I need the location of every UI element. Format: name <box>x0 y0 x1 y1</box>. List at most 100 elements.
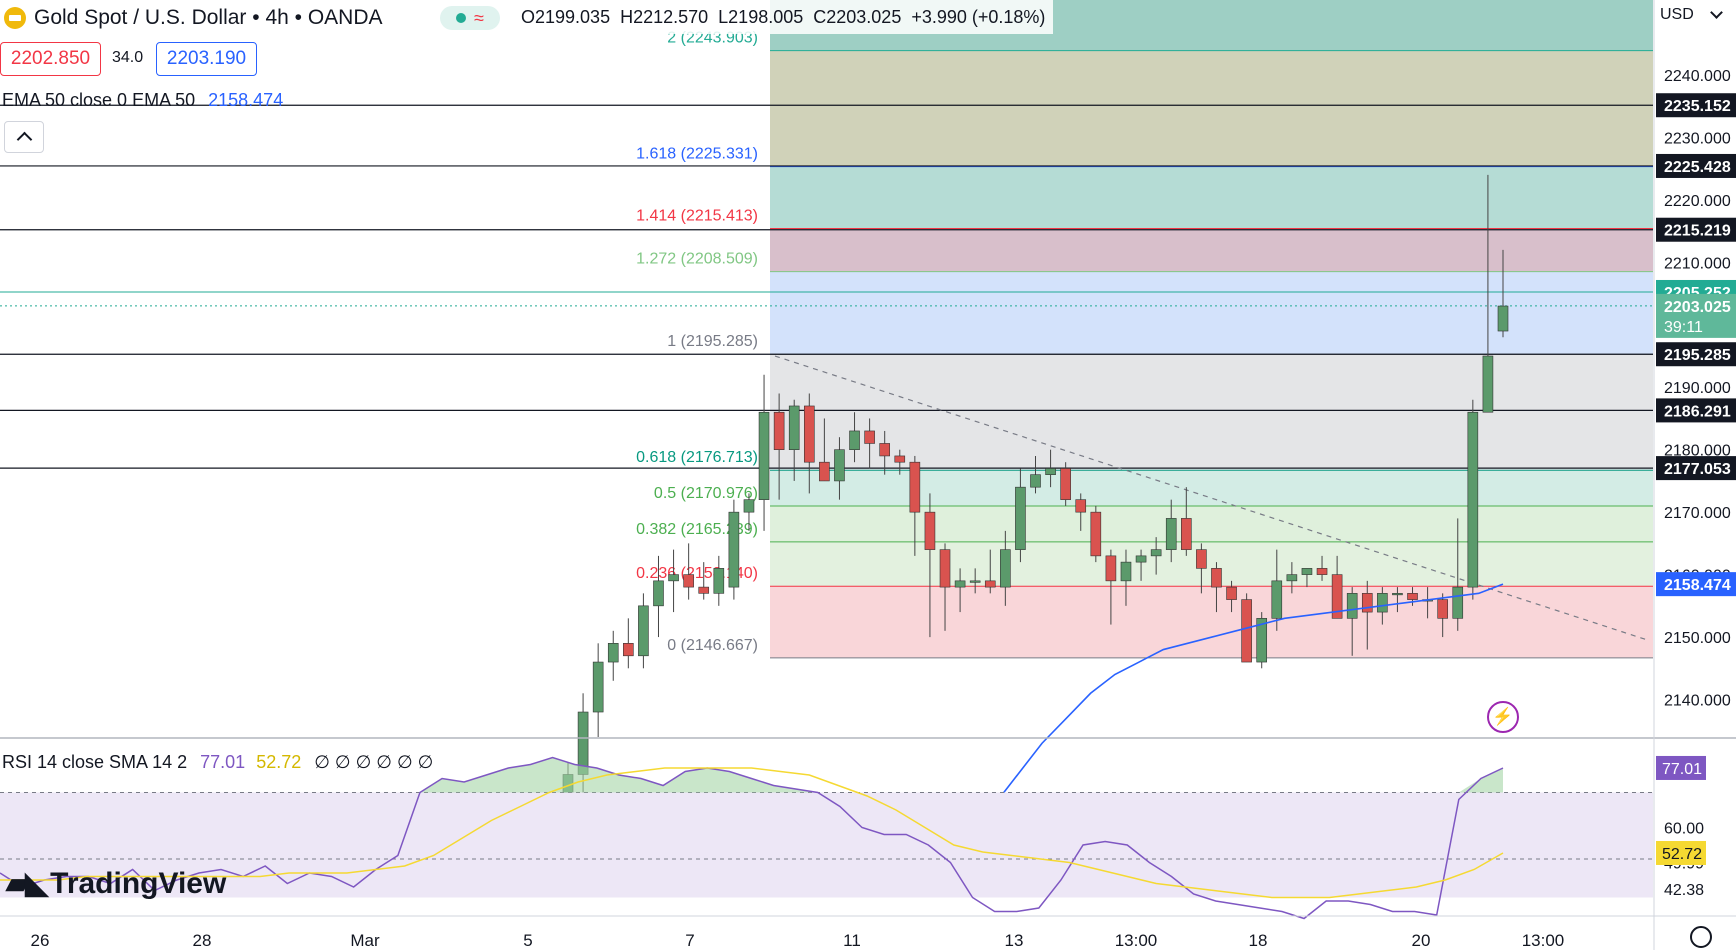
rsi-overbought-fill <box>0 757 1503 793</box>
buy-button[interactable]: 2203.190 <box>156 42 257 76</box>
candle-body <box>1437 599 1448 619</box>
candle-body <box>1407 593 1418 600</box>
time-axis-tick: 13:00 <box>1522 931 1565 950</box>
price-label-text: 2158.474 <box>1664 577 1731 594</box>
chevron-down-icon <box>1709 6 1723 19</box>
price-axis-tick: 2210.000 <box>1664 255 1731 272</box>
fib-level-label: 1.618 (2225.331) <box>636 146 758 163</box>
rsi-sma-value-text: 52.72 <box>1662 846 1702 863</box>
price-label-text: 2186.291 <box>1664 403 1731 420</box>
candle-body <box>1015 486 1026 550</box>
sell-button[interactable]: 2202.850 <box>0 42 101 76</box>
rsi-band <box>0 792 1653 898</box>
ohlc-change: +3.990 (+0.18%) <box>911 6 1046 27</box>
price-label-text: 2195.285 <box>1664 347 1731 364</box>
fib-zone <box>770 354 1653 411</box>
price-label-box <box>1656 93 1736 118</box>
fib-zone <box>770 271 1653 355</box>
candle-body <box>1060 468 1071 500</box>
candle-body <box>653 580 664 607</box>
candle-body <box>1497 305 1509 332</box>
ohlc-close: C2203.025 <box>813 6 902 27</box>
collapse-legend-button[interactable] <box>4 121 44 153</box>
candle-body <box>698 586 710 594</box>
ema-legend-label: EMA 50 close 0 EMA 50 <box>2 90 196 110</box>
candle-body <box>773 411 785 450</box>
trendline <box>774 355 1649 641</box>
fib-level-label: 0.382 (2165.239) <box>636 521 758 538</box>
rsi-sma-line <box>0 767 1504 899</box>
candle-body <box>1331 574 1343 619</box>
candle-body <box>683 574 694 588</box>
candle-body <box>954 580 966 588</box>
fib-zone <box>770 506 1653 542</box>
candle-body <box>879 443 890 457</box>
symbol-header: Gold Spot / U.S. Dollar • 4h • OANDA <box>4 0 383 36</box>
price-axis-tick: 2220.000 <box>1664 193 1731 210</box>
time-axis-tick: 26 <box>31 931 50 950</box>
ohlc-open: O2199.035 <box>521 6 611 27</box>
candle-body <box>969 580 981 583</box>
price-axis-tick: 2140.000 <box>1664 693 1731 710</box>
wave-icon: ≈ <box>474 8 484 28</box>
ema-legend[interactable]: EMA 50 close 0 EMA 50 2158.474 <box>2 90 283 111</box>
candle-body <box>864 430 875 444</box>
fib-level-label: 1.414 (2215.413) <box>636 208 758 225</box>
rsi-legend-value: 77.01 <box>200 752 246 772</box>
candle-body <box>1120 561 1132 582</box>
price-label-box <box>1656 572 1736 597</box>
price-label-box <box>1656 293 1736 338</box>
rsi-axis-tick: 60.00 <box>1664 821 1704 838</box>
candle-body <box>592 661 604 713</box>
candle-body <box>909 461 921 513</box>
price-label-box <box>1656 456 1736 481</box>
symbol-title[interactable]: Gold Spot / U.S. Dollar • 4h • OANDA <box>34 6 383 29</box>
price-label-box <box>1656 217 1736 242</box>
price-label-box <box>1656 342 1736 367</box>
rsi-sma-value-box <box>1656 840 1706 865</box>
fib-zone <box>770 166 1653 229</box>
price-label-text: 2225.428 <box>1664 159 1731 176</box>
candle-body <box>1361 593 1373 613</box>
rsi-legend[interactable]: RSI 14 close SMA 14 2 77.01 52.72 ∅ ∅ ∅ … <box>2 752 433 773</box>
market-open-icon <box>456 13 467 23</box>
market-status-pill[interactable]: ≈ <box>440 6 500 30</box>
candle-body <box>1030 474 1041 488</box>
candle-body <box>1000 549 1011 588</box>
candle-body <box>1467 411 1479 588</box>
candle-body <box>1452 586 1464 619</box>
fib-zone <box>770 586 1653 658</box>
time-axis-tick: 13:00 <box>1115 931 1158 950</box>
candle-body <box>1301 568 1313 575</box>
currency-selector[interactable]: USD <box>1660 6 1723 24</box>
ema50-line <box>944 583 1504 888</box>
candle-body <box>939 549 951 588</box>
candle-body <box>713 568 725 594</box>
fib-zone <box>770 410 1653 471</box>
candle-body <box>849 430 860 450</box>
rsi-sma-legend-value: 52.72 <box>256 752 302 772</box>
gold-icon <box>4 7 26 29</box>
candle-body <box>924 511 936 550</box>
candle-body <box>623 643 634 657</box>
candle-body <box>743 499 755 513</box>
time-axis-tick: Mar <box>350 931 380 950</box>
flash-icon[interactable]: ⚡ <box>1487 701 1519 733</box>
tradingview-logo[interactable]: ▰◣ TradingView <box>6 866 226 901</box>
candle-body <box>1211 568 1222 588</box>
gear-icon[interactable] <box>1690 926 1712 948</box>
price-label-text: 2215.219 <box>1664 223 1731 240</box>
time-axis-tick: 13 <box>1005 931 1024 950</box>
candle-body <box>984 580 996 588</box>
time-axis-tick: 20 <box>1412 931 1431 950</box>
candle-body <box>638 605 649 657</box>
time-axis-tick: 28 <box>193 931 212 950</box>
fib-zone <box>770 50 1653 106</box>
fib-zone <box>770 228 1653 272</box>
candle-body <box>758 411 770 500</box>
candle-body <box>1135 555 1147 563</box>
price-axis-tick: 2230.000 <box>1664 130 1731 147</box>
candle-body <box>1181 518 1192 550</box>
